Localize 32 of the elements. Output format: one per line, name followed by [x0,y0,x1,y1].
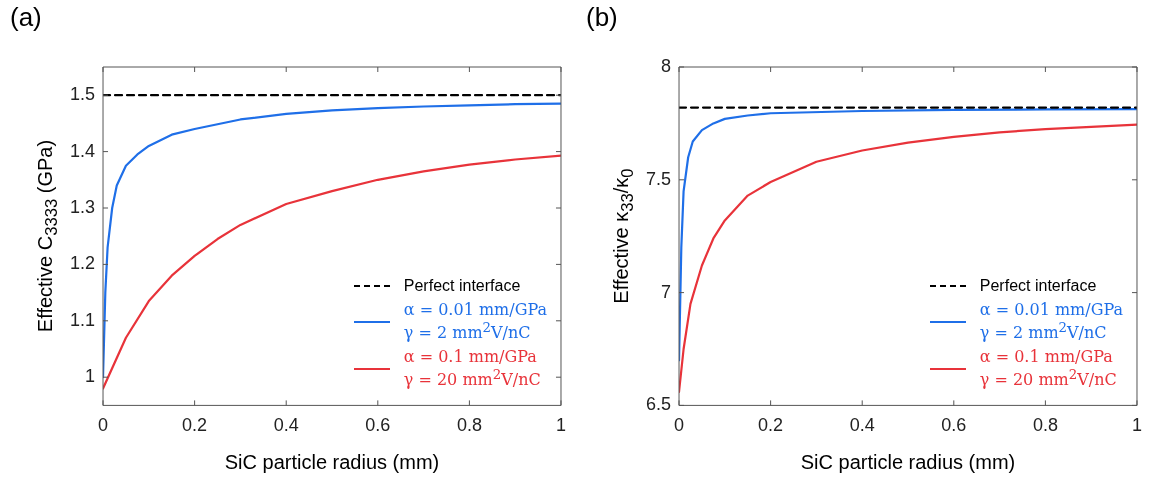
y-tick-label: 1 [85,366,96,387]
x-tick-label: 0.8 [1032,415,1058,436]
chart-title: (a) [10,2,42,33]
x-tick-label: 0.4 [849,415,875,436]
legend-label: α = 0.01 mm/GPa γ = 2 mm$^{2}$V/nC [403,300,547,343]
y-tick-label: 1.2 [69,253,96,274]
x-axis-title: SiC particle radius (mm) [224,450,440,473]
legend-label: Perfect interface [403,276,521,296]
x-tick-label: 0.2 [182,415,208,436]
x-tick-label: 1 [555,415,566,436]
legend-label: α = 0.1 mm/GPa γ = 20 mm$^{2}$V/nC [403,347,541,390]
legend-label: α = 0.1 mm/GPa γ = 20 mm$^{2}$V/nC [979,347,1117,390]
x-tick-label: 0.6 [365,415,391,436]
y-tick-label: 6.5 [645,394,672,415]
x-tick-label: 0.2 [758,415,784,436]
legend-label: Perfect interface [979,276,1097,296]
chart-title: (b) [586,2,618,33]
x-tick-label: 0.6 [941,415,967,436]
y-tick-label: 1.5 [69,84,96,105]
x-tick-label: 0 [674,415,685,436]
y-tick-label: 7.5 [645,168,672,189]
y-tick-label: 1.3 [69,196,96,217]
y-tick-label: 8 [661,55,672,76]
x-tick-label: 0.4 [273,415,299,436]
x-tick-label: 0.8 [456,415,482,436]
legend-label: α = 0.01 mm/GPa γ = 2 mm$^{2}$V/nC [979,300,1123,343]
y-tick-label: 1.1 [69,309,96,330]
x-tick-label: 1 [1131,415,1142,436]
y-tick-label: 1.4 [69,140,96,161]
x-tick-label: 0 [98,415,109,436]
y-tick-label: 7 [661,281,672,302]
x-axis-title: SiC particle radius (mm) [800,450,1016,473]
